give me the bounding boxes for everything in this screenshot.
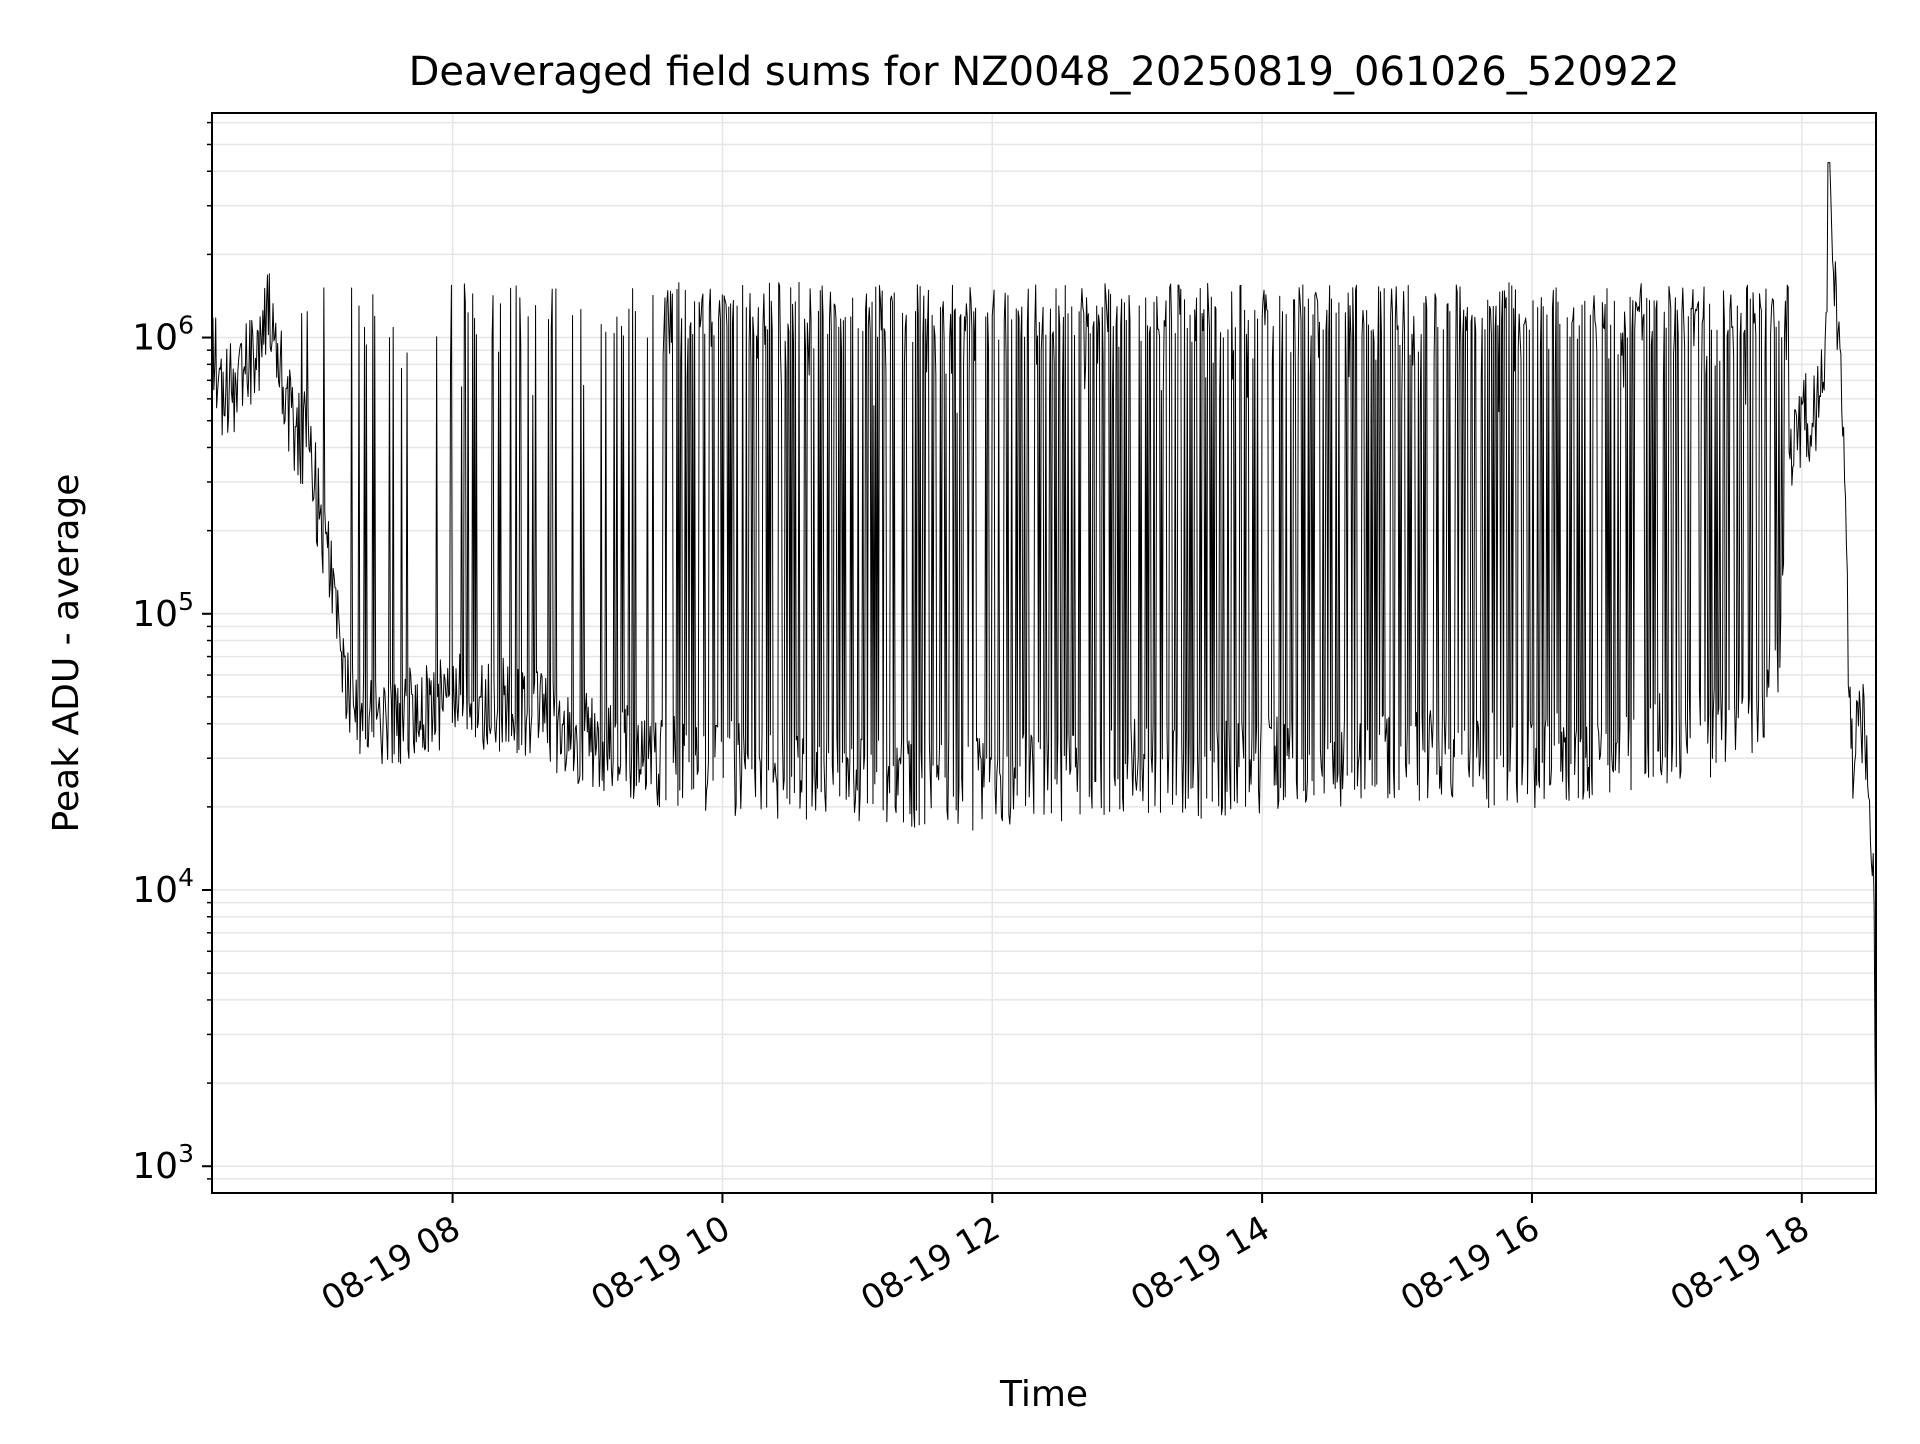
data-layer: [211, 162, 1877, 1165]
chart-title: Deaveraged field sums for NZ0048_2025081…: [409, 49, 1680, 95]
y-axis-label: Peak ADU - average: [46, 474, 87, 833]
plot-frame: [211, 112, 1877, 1194]
x-axis-label: Time: [999, 1374, 1088, 1415]
series-line: [211, 162, 1877, 1165]
